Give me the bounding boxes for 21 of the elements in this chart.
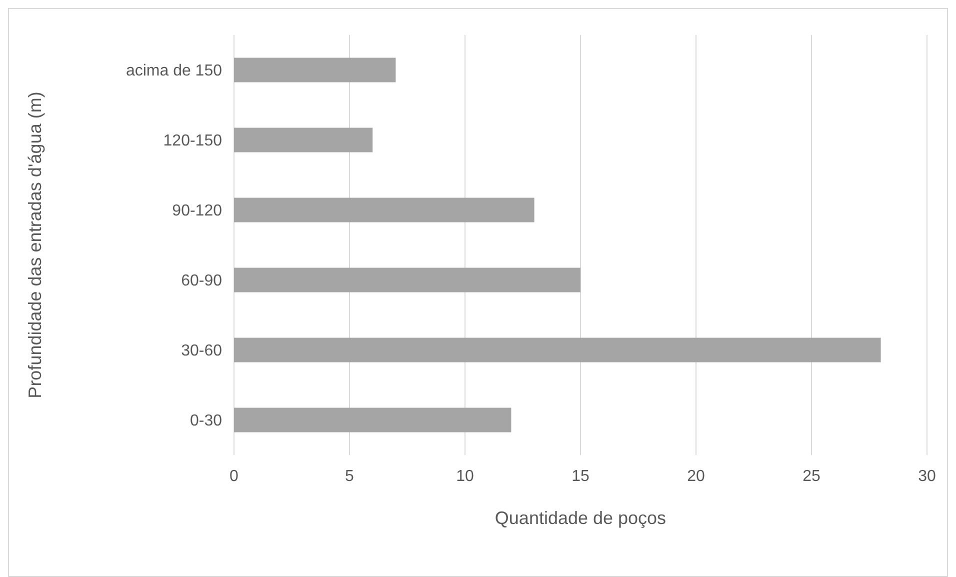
x-axis-title: Quantidade de poços [494,508,666,528]
bar [234,338,881,362]
bar [234,408,512,432]
x-tick-label: 5 [345,468,354,485]
x-tick-label: 30 [918,468,936,485]
y-tick-label: 60-90 [181,272,222,290]
y-tick-label: 120-150 [163,132,222,150]
x-tick-label: 10 [456,468,474,485]
bar [234,128,373,152]
y-tick-label: 0-30 [190,412,222,430]
x-tick-label: 25 [802,468,820,485]
y-tick-label: 90-120 [172,202,222,220]
x-tick-label: 15 [572,468,590,485]
bar [234,268,580,292]
bar [234,198,534,222]
y-tick-label: acima de 150 [126,62,222,80]
y-axis-title: Profundidade das entradas d'água (m) [25,92,45,398]
y-tick-label: 30-60 [181,342,222,360]
bar [234,58,396,82]
x-tick-label: 0 [230,468,239,485]
x-tick-label: 20 [687,468,705,485]
